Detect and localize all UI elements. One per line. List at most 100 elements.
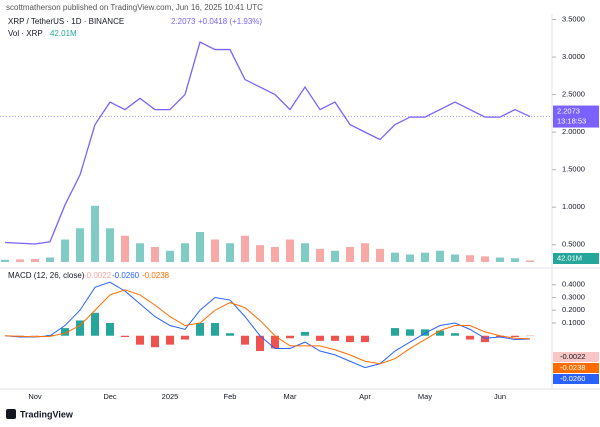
macd-histogram-bar bbox=[241, 335, 249, 345]
volume-badge-value: 42.01M bbox=[557, 253, 582, 262]
macd-badge bbox=[553, 352, 599, 362]
macd-histogram-bar bbox=[286, 335, 294, 339]
volume-bar bbox=[361, 243, 369, 262]
volume-bar bbox=[256, 245, 264, 262]
y-tick-label: 0.2000 bbox=[562, 305, 585, 314]
volume-bar bbox=[271, 247, 279, 262]
macd-histogram-bar bbox=[346, 335, 354, 343]
macd-histogram-bar bbox=[406, 329, 414, 336]
macd-histogram-bar bbox=[511, 335, 519, 338]
volume-bar bbox=[196, 232, 204, 262]
legend-change: +0.0418 (+1.93%) bbox=[198, 17, 262, 26]
macd-histogram-bar bbox=[136, 335, 144, 345]
macd-histogram-bar bbox=[226, 333, 234, 336]
macd-histogram-bar bbox=[151, 335, 159, 348]
volume-bar bbox=[496, 257, 504, 262]
macd-badge bbox=[553, 363, 599, 373]
y-tick-label: 1.0000 bbox=[562, 202, 585, 211]
volume-bar bbox=[331, 250, 339, 262]
footer-brand: TradingView bbox=[20, 409, 74, 419]
macd-histogram-bar bbox=[256, 335, 264, 352]
volume-bar bbox=[421, 252, 429, 262]
volume-bar bbox=[226, 243, 234, 262]
volume-bar bbox=[181, 243, 189, 262]
volume-badge bbox=[553, 253, 599, 264]
legend-volume: 42.01M bbox=[50, 29, 77, 38]
price-badge-value: 2.2073 bbox=[557, 107, 580, 116]
y-tick-label: 1.5000 bbox=[562, 165, 585, 174]
y-tick-label: 3.0000 bbox=[562, 52, 585, 61]
volume-bar bbox=[511, 258, 519, 262]
volume-bar bbox=[211, 239, 219, 262]
volume-bar bbox=[46, 257, 54, 262]
x-tick-label: Dec bbox=[103, 392, 117, 401]
y-tick-label: 0.5000 bbox=[562, 240, 585, 249]
volume-bar bbox=[16, 259, 24, 262]
x-tick-label: Nov bbox=[28, 392, 42, 401]
macd-histogram-bar bbox=[451, 333, 459, 336]
volume-bar bbox=[166, 250, 174, 262]
volume-bar bbox=[91, 205, 99, 262]
price-badge-countdown: 13:18:53 bbox=[557, 117, 586, 126]
y-tick-label: 3.5000 bbox=[562, 14, 585, 23]
macd-histogram-bar bbox=[61, 328, 69, 336]
logo bbox=[6, 409, 16, 419]
volume-bar bbox=[436, 250, 444, 262]
y-tick-label: 2.0000 bbox=[562, 127, 585, 136]
macd-histogram-bar bbox=[121, 335, 129, 338]
macd-histogram-bar bbox=[496, 335, 504, 338]
volume-bar bbox=[466, 255, 474, 262]
volume-bar bbox=[286, 239, 294, 262]
x-tick-label: Mar bbox=[284, 392, 297, 401]
volume-bar bbox=[61, 239, 69, 262]
x-tick-label: 2025 bbox=[162, 392, 179, 401]
volume-bar bbox=[106, 228, 114, 262]
macd-histogram-bar bbox=[391, 328, 399, 336]
volume-bar bbox=[406, 254, 414, 262]
volume-bar bbox=[316, 248, 324, 262]
macd-histogram-bar bbox=[271, 335, 279, 349]
volume-bar bbox=[31, 259, 39, 262]
macd-badge-value: -0.0260 bbox=[560, 374, 585, 383]
price-badge bbox=[553, 105, 599, 128]
macd-line bbox=[4, 289, 531, 365]
symbol-title: XRP / TetherUS · 1D · BINANCE bbox=[8, 17, 124, 26]
volume-bar bbox=[391, 252, 399, 262]
y-tick-label: 0.4000 bbox=[562, 280, 585, 289]
macd-badge-value: -0.0022 bbox=[560, 352, 585, 361]
macd-histogram-bar bbox=[436, 330, 444, 336]
legend-macd: -0.0260 bbox=[112, 271, 140, 280]
volume-bar bbox=[76, 228, 84, 262]
macd-histogram-bar bbox=[181, 335, 189, 340]
volume-bar bbox=[526, 260, 534, 262]
publisher-header: scottmatherson published on TradingView.… bbox=[6, 3, 263, 12]
macd-histogram-bar bbox=[91, 312, 99, 336]
macd-histogram-bar bbox=[76, 320, 84, 336]
macd-histogram-bar bbox=[211, 322, 219, 336]
volume-bar bbox=[136, 243, 144, 262]
volume-bar bbox=[346, 247, 354, 262]
y-tick-label: 0.3000 bbox=[562, 292, 585, 301]
price-line bbox=[4, 41, 531, 245]
macd-histogram-bar bbox=[421, 329, 429, 336]
legend-histogram: -0.0022 bbox=[84, 271, 112, 280]
volume-bar bbox=[376, 248, 384, 262]
volume-bar bbox=[301, 243, 309, 262]
x-tick-label: Apr bbox=[359, 392, 371, 401]
macd-badge-value: -0.0238 bbox=[560, 363, 585, 372]
volume-bar bbox=[121, 235, 129, 262]
macd-histogram-bar bbox=[166, 335, 174, 345]
legend-signal: -0.0238 bbox=[142, 271, 170, 280]
macd-histogram-bar bbox=[196, 322, 204, 336]
macd-histogram-bar bbox=[466, 335, 474, 340]
y-tick-label: 2.5000 bbox=[562, 90, 585, 99]
x-tick-label: Feb bbox=[224, 392, 237, 401]
volume-bar bbox=[1, 259, 9, 262]
macd-badge bbox=[553, 374, 599, 384]
macd-histogram-bar bbox=[481, 335, 489, 343]
volume-bar bbox=[241, 235, 249, 262]
legend-price: 2.2073 bbox=[171, 17, 196, 26]
macd-histogram-bar bbox=[316, 335, 324, 341]
volume-bar bbox=[451, 254, 459, 262]
